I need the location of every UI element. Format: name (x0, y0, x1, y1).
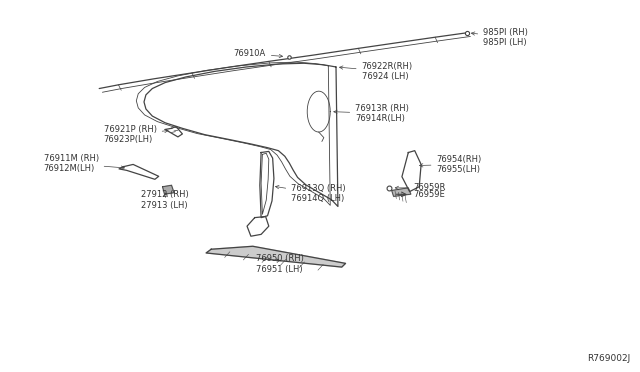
Text: R769002J: R769002J (587, 354, 630, 363)
Text: 76913R (RH)
76914R(LH): 76913R (RH) 76914R(LH) (334, 104, 409, 123)
Text: 76959E: 76959E (396, 190, 445, 199)
Text: 76922R(RH)
76924 (LH): 76922R(RH) 76924 (LH) (340, 62, 413, 81)
Text: 27912 (RH)
27913 (LH): 27912 (RH) 27913 (LH) (141, 190, 189, 210)
Text: 76954(RH)
76955(LH): 76954(RH) 76955(LH) (420, 155, 482, 174)
Text: 76910A: 76910A (234, 49, 282, 58)
Text: 76950 (RH)
76951 (LH): 76950 (RH) 76951 (LH) (256, 254, 304, 274)
Polygon shape (392, 188, 411, 196)
Text: 76913Q (RH)
76914Q (LH): 76913Q (RH) 76914Q (LH) (275, 184, 346, 203)
Text: 985PI (RH)
985PI (LH): 985PI (RH) 985PI (LH) (472, 28, 528, 47)
Text: 76911M (RH)
76912M(LH): 76911M (RH) 76912M(LH) (44, 154, 124, 173)
Text: 76921P (RH)
76923P(LH): 76921P (RH) 76923P(LH) (104, 125, 168, 144)
Polygon shape (163, 185, 174, 194)
Text: 76959R: 76959R (396, 183, 445, 192)
Polygon shape (206, 246, 346, 267)
